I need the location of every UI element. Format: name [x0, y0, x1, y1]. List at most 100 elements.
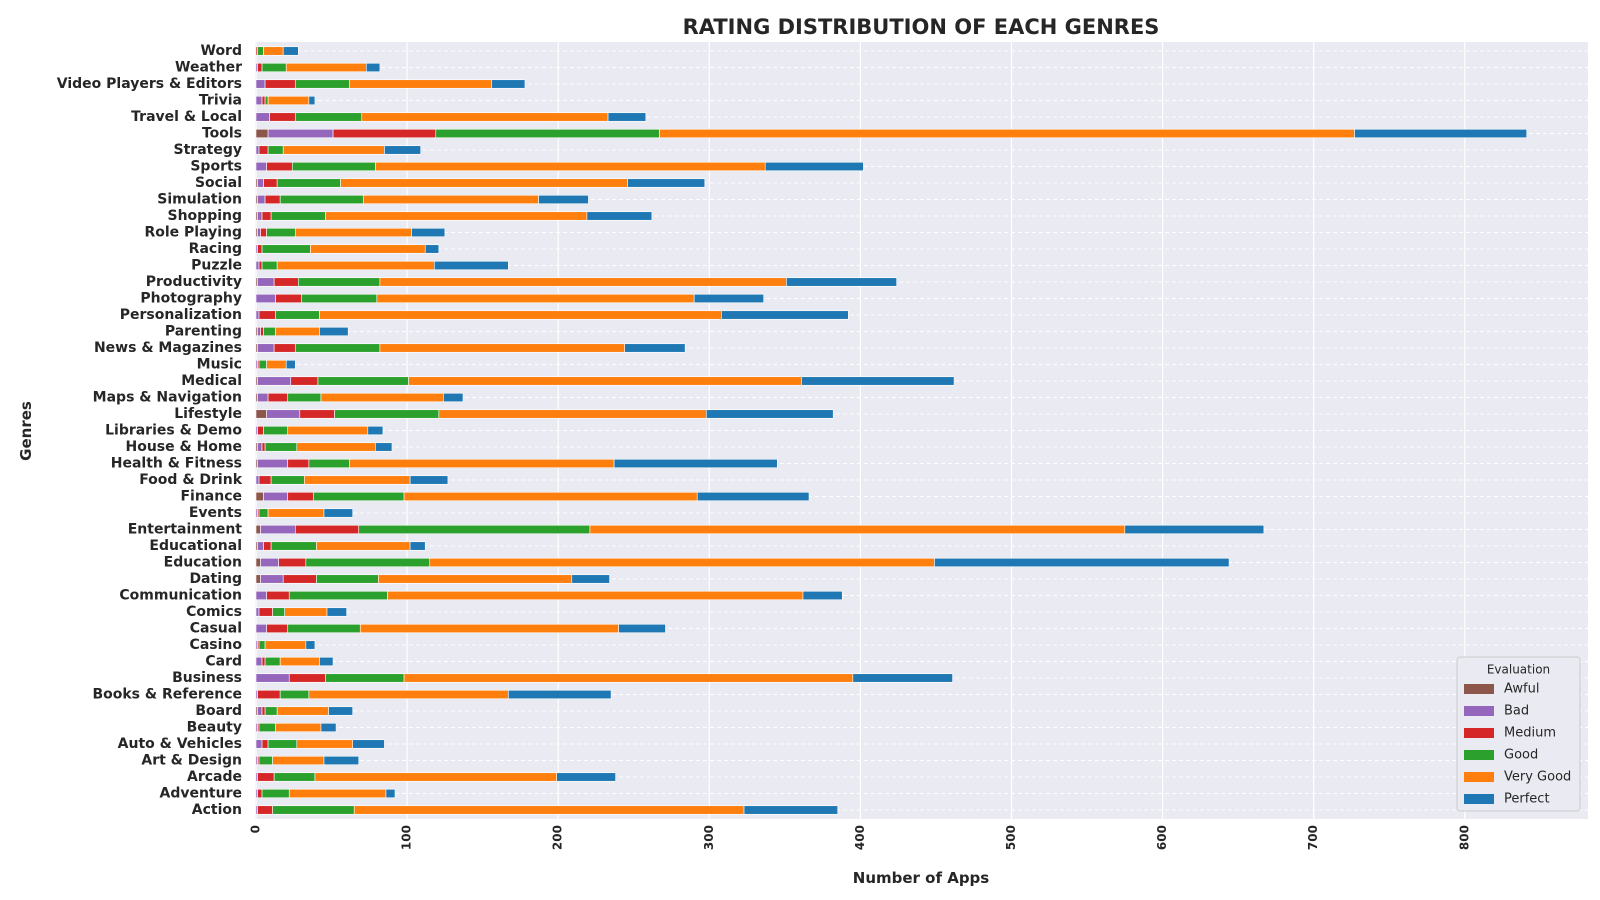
y-tick-label: Puzzle: [191, 258, 242, 274]
bar-segment: [287, 392, 322, 403]
bar-segment: [284, 607, 328, 617]
bar-segment: [294, 227, 412, 238]
y-tick-label: Casino: [190, 637, 243, 653]
bar-segment: [721, 310, 849, 320]
bar-segment: [272, 805, 355, 815]
bar-segment: [279, 656, 320, 667]
bar-segment: [257, 772, 275, 782]
bar-segment: [275, 310, 320, 320]
x-tick-label: 800: [1457, 825, 1471, 850]
bar-segment: [287, 491, 314, 502]
bar-segment: [261, 788, 290, 799]
bar-segment: [257, 62, 263, 73]
bar-segment: [260, 524, 296, 535]
bar-segment: [308, 458, 350, 469]
bar-segment: [443, 392, 464, 403]
bar-segment: [556, 772, 616, 782]
bar-segment: [273, 277, 299, 287]
bar-segment: [261, 62, 287, 73]
bar-segment: [294, 79, 350, 89]
bar-segment: [294, 343, 381, 353]
bar-segment: [435, 128, 660, 139]
bar-segment: [409, 475, 449, 485]
bar-segment: [403, 673, 854, 683]
bar-segment: [272, 607, 286, 617]
bar-segment: [317, 376, 409, 386]
bar-segment: [255, 128, 269, 139]
x-tick-label: 500: [1004, 825, 1018, 850]
legend: Evaluation Awful Bad Medium Good Very Good Per…: [1456, 656, 1581, 812]
bar-segment: [801, 376, 955, 386]
y-tick-label: Trivia: [199, 93, 242, 109]
bar-segment: [290, 376, 319, 386]
y-tick-label: Racing: [189, 241, 242, 257]
y-tick-label: Strategy: [174, 142, 242, 158]
bar-segment: [255, 475, 260, 485]
bar-segment: [287, 425, 369, 436]
bar-segment: [349, 458, 615, 469]
y-axis-label: Genres: [17, 401, 35, 461]
bar-segment: [266, 359, 287, 370]
bar-segment: [257, 541, 264, 551]
bar-segment: [257, 178, 264, 188]
bar-segment: [332, 128, 437, 139]
bar-segment: [263, 326, 276, 337]
bar-segment: [276, 260, 435, 271]
bar-segment: [255, 524, 261, 535]
bar-segment: [258, 145, 269, 155]
bar-segment: [267, 392, 289, 403]
bar-segment: [266, 227, 296, 238]
y-tick-label: Shopping: [168, 208, 243, 224]
bar-segment: [314, 772, 557, 782]
bar-segment: [257, 227, 261, 238]
bar-segment: [257, 458, 289, 469]
bar-segment: [255, 409, 267, 419]
bar-segment: [264, 640, 307, 650]
bar-segment: [852, 673, 953, 683]
bar-segment: [263, 491, 289, 502]
y-tick-label: Finance: [180, 489, 242, 505]
bar-segment: [258, 755, 273, 766]
y-tick-label: Video Players & Editors: [57, 76, 242, 92]
y-tick-label: Travel & Local: [131, 109, 242, 125]
y-tick-label: Medical: [181, 373, 242, 389]
legend-label: Bad: [1504, 704, 1529, 719]
bar-segment: [261, 739, 269, 749]
bar-segment: [263, 541, 272, 551]
bar-segment: [257, 194, 266, 205]
bars: [255, 46, 1528, 815]
bar-segment: [319, 310, 722, 320]
bar-segment: [320, 722, 337, 733]
bar-segment: [287, 458, 310, 469]
bar-segment: [282, 46, 299, 56]
bar-segment: [257, 326, 261, 337]
bar-segment: [261, 656, 266, 667]
y-tick-label: Role Playing: [144, 225, 242, 241]
bar-segment: [340, 178, 629, 188]
bar-segment: [258, 475, 272, 485]
bar-segment: [538, 194, 589, 205]
bar-segment: [693, 293, 764, 304]
bar-segment: [1124, 524, 1265, 535]
y-tick-label: Dating: [189, 571, 242, 587]
x-tick-label: 400: [853, 825, 867, 850]
bar-segment: [288, 788, 387, 799]
bar-segment: [263, 46, 284, 56]
bar-segment: [294, 524, 360, 535]
bar-segment: [264, 194, 281, 205]
legend-swatch: [1464, 772, 1494, 782]
bar-segment: [257, 211, 263, 221]
bar-segment: [255, 557, 261, 568]
bar-segment: [260, 227, 267, 238]
bar-segment: [270, 211, 326, 221]
bar-segment: [255, 574, 261, 584]
bar-segment: [263, 178, 278, 188]
bar-segment: [273, 772, 316, 782]
bar-segment: [285, 62, 367, 73]
bar-segment: [261, 260, 278, 271]
bar-segment: [257, 244, 263, 254]
bar-segment: [258, 607, 273, 617]
bar-segment: [934, 557, 1230, 568]
bar-segment: [264, 706, 278, 716]
